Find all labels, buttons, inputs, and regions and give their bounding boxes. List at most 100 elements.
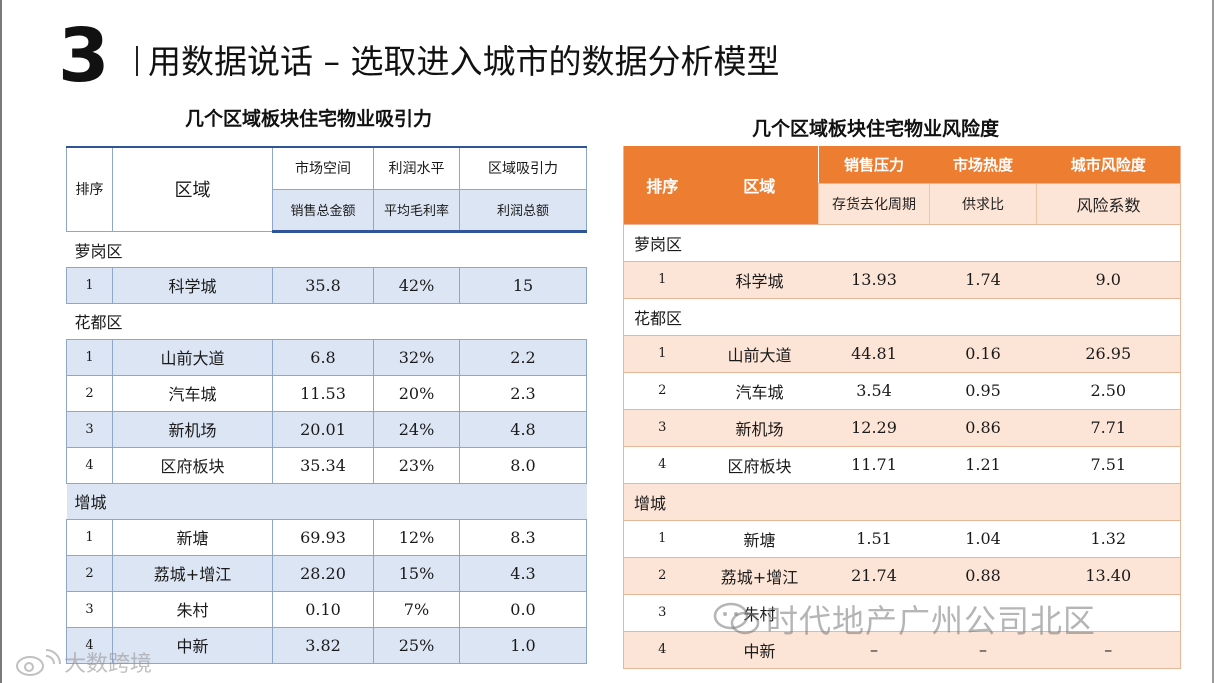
table-row: 1 新塘 69.93 12% 8.3 [66,518,587,556]
slide-title: 用数据说话 – 选取进入城市的数据分析模型 [148,42,780,81]
cell-rank: 1 [66,338,113,376]
cell-rank: 1 [66,518,113,556]
left-table-heading: 几个区域板块住宅物业吸引力 [185,108,433,130]
cell-area: 朱村 [112,590,273,628]
group-label: 萝岗区 [623,224,1181,262]
cell-avg-margin: 32% [373,338,460,376]
table-row: 4 区府板块 35.34 23% 8.0 [66,446,587,484]
cell-area: 科学城 [112,266,273,304]
group-row: 萝岗区 [623,224,1181,262]
cell-risk-coefficient [1036,594,1181,632]
cell-rank: 1 [623,520,701,558]
cell-risk-coefficient: 2.50 [1036,372,1181,410]
header-city-risk: 城市风险度 [1036,146,1181,184]
cell-inventory-cycle: 44.81 [818,335,930,373]
group-label: 花都区 [623,298,1181,336]
header-profit-level: 利润水平 [373,146,460,190]
cell-risk-coefficient: 9.0 [1036,261,1181,299]
wechat-icon [713,602,760,635]
group-label: 花都区 [66,302,587,340]
header-risk-coefficient: 风险系数 [1036,183,1181,225]
header-market-heat: 市场热度 [929,146,1037,184]
cell-rank: 2 [66,374,113,412]
cell-risk-coefficient: 7.71 [1036,409,1181,447]
cell-total-profit: 2.3 [459,374,587,412]
table-row: 1 山前大道 44.81 0.16 26.95 [623,335,1181,373]
cell-inventory-cycle: 12.29 [818,409,930,447]
cell-avg-margin: 15% [373,554,460,592]
cell-avg-margin: 25% [373,626,460,664]
watermark-right: 时代地产广州公司北区 [712,596,1096,642]
cell-area: 新机场 [700,409,819,447]
cell-supply-demand-ratio: 0.86 [929,409,1037,447]
cell-total-profit: 1.0 [459,626,587,664]
cell-rank: 1 [66,266,113,304]
cell-area: 中新 [112,626,273,664]
header-total-sales: 销售总金额 [272,188,374,233]
header-inventory-cycle: 存货去化周期 [818,183,930,225]
header-rank: 排序 [623,146,701,225]
group-row: 增城 [623,483,1181,521]
header-area: 区域 [112,146,273,232]
cell-area: 山前大道 [112,338,273,376]
title-divider [136,46,138,76]
cell-supply-demand-ratio: 1.21 [929,446,1037,484]
cell-avg-margin: 20% [373,374,460,412]
cell-area: 荔城+增江 [112,554,273,592]
table-row: 2 汽车城 3.54 0.95 2.50 [623,372,1181,410]
cell-supply-demand-ratio: – [929,631,1037,669]
table-row: 2 荔城+增江 28.20 15% 4.3 [66,554,587,592]
cell-rank: 3 [66,410,113,448]
table-row: 3 新机场 12.29 0.86 7.71 [623,409,1181,447]
table-row: 4 区府板块 11.71 1.21 7.51 [623,446,1181,484]
header-rank: 排序 [66,146,113,232]
cell-avg-margin: 23% [373,446,460,484]
weibo-logo-icon [16,649,61,676]
cell-inventory-cycle: – [818,631,930,669]
table-row: 2 荔城+增江 21.74 0.88 13.40 [623,557,1181,595]
table-row: 1 新塘 1.51 1.04 1.32 [623,520,1181,558]
cell-avg-margin: 7% [373,590,460,628]
cell-total-profit: 8.3 [459,518,587,556]
cell-rank: 2 [623,372,701,410]
cell-rank: 1 [623,335,701,373]
cell-area: 区府板块 [700,446,819,484]
right-table-heading: 几个区域板块住宅物业风险度 [752,118,1000,140]
cell-inventory-cycle: 13.93 [818,261,930,299]
cell-avg-margin: 42% [373,266,460,304]
cell-inventory-cycle: 11.71 [818,446,930,484]
watermark-left-text: 大数跨境 [64,652,153,677]
cell-total-sales: 69.93 [272,518,374,556]
header-total-profit: 利润总额 [459,188,587,233]
cell-total-sales: 11.53 [272,374,374,412]
header-sales-pressure: 销售压力 [818,146,930,184]
cell-avg-margin: 12% [373,518,460,556]
cell-area: 山前大道 [700,335,819,373]
cell-total-sales: 3.82 [272,626,374,664]
attraction-table: 排序 区域 市场空间 利润水平 区域吸引力 销售总金额 平均毛利率 利润总额 萝… [66,146,587,664]
group-row: 萝岗区 [66,230,587,268]
cell-supply-demand-ratio: 1.04 [929,520,1037,558]
cell-rank: 3 [66,590,113,628]
cell-risk-coefficient: 13.40 [1036,557,1181,595]
group-label: 萝岗区 [66,230,587,268]
cell-inventory-cycle: 1.51 [818,520,930,558]
group-row: 花都区 [66,302,587,340]
table-row: 2 汽车城 11.53 20% 2.3 [66,374,587,412]
cell-rank: 3 [623,594,701,632]
cell-total-profit: 4.8 [459,410,587,448]
table-row: 1 科学城 35.8 42% 15 [66,266,587,304]
cell-rank: 4 [66,626,113,664]
cell-area: 新塘 [112,518,273,556]
cell-inventory-cycle: 3.54 [818,372,930,410]
cell-total-profit: 4.3 [459,554,587,592]
group-label: 增城 [66,482,587,520]
risk-table: 排序 区域 销售压力 市场热度 城市风险度 存货去化周期 供求比 风险系数 萝岗… [623,146,1181,669]
cell-supply-demand-ratio: 0.88 [929,557,1037,595]
cell-rank: 4 [66,446,113,484]
cell-rank: 2 [623,557,701,595]
cell-area: 新塘 [700,520,819,558]
cell-total-sales: 0.10 [272,590,374,628]
cell-total-sales: 35.8 [272,266,374,304]
group-row: 花都区 [623,298,1181,336]
